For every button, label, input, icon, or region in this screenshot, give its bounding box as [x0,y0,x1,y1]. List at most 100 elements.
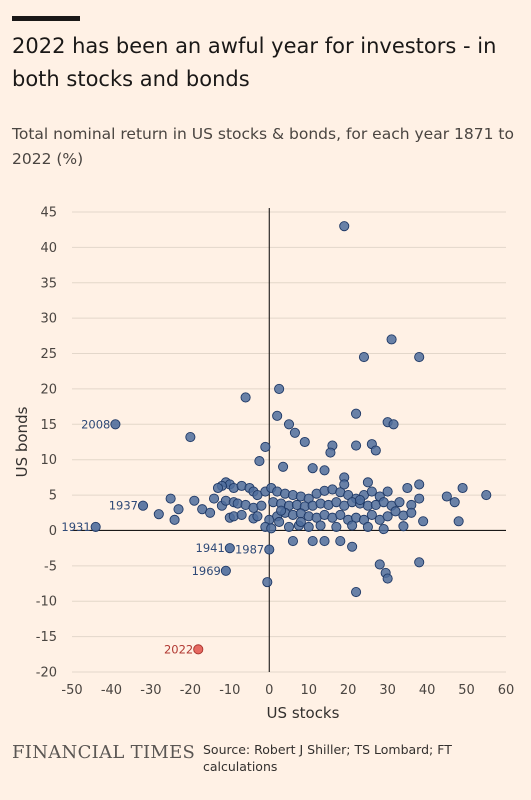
data-point [307,536,318,547]
data-point [319,465,330,476]
data-point [153,509,164,520]
x-tick-labels: -50 -40 -30 -20 -10 0 10 20 30 40 50 60 [61,683,514,698]
highlight-point [193,644,204,655]
grid-lines [72,211,506,673]
x-tick-label: 0 [265,683,273,698]
data-point [331,521,342,532]
x-tick-label: 30 [379,683,396,698]
data-point [382,511,393,522]
annotation-label: 1987 [235,543,264,557]
source-note: Source: Robert J Shiller; TS Lombard; FT… [203,742,452,774]
data-point [386,334,397,345]
y-tick-label: -15 [36,630,57,645]
y-tick-label: 45 [40,206,57,221]
x-axis-label: US stocks [267,704,340,722]
data-point [274,516,285,528]
y-tick-label: 30 [40,312,57,327]
data-point [358,352,370,363]
data-point [347,541,358,552]
data-point [283,521,295,532]
ft-top-bar [12,16,80,21]
zero-axes [72,208,506,672]
data-point [299,436,310,448]
data-point [339,479,350,490]
data-point [351,408,362,419]
y-tick-label: 40 [40,241,57,256]
x-tick-label: 10 [300,683,317,698]
data-point [189,495,200,506]
x-tick-label: -50 [61,683,82,698]
data-point [272,410,283,421]
data-point [278,461,289,472]
data-point [208,493,220,504]
x-tick-label: -30 [140,683,161,698]
data-point [418,516,429,527]
x-tick-label: -40 [101,683,122,698]
data-point [165,493,176,504]
data-point [236,509,247,520]
y-tick-label: 15 [40,418,57,433]
data-point [414,352,425,363]
data-point [240,392,251,403]
data-point [205,507,216,518]
x-tick-label: 20 [340,683,357,698]
data-point [378,523,389,535]
data-point [481,490,492,501]
year-annotations: 2008 1937 1931 1941 1987 1969 2022 [61,417,275,656]
data-point [289,427,300,438]
data-point [394,497,405,508]
data-point [414,493,425,504]
chart-subtitle: Total nominal return in US stocks & bond… [12,125,514,168]
data-point [283,419,295,430]
data-point [339,221,350,232]
data-point [185,431,196,443]
data-point [457,482,468,494]
annotated-point [264,544,275,555]
data-point [262,577,273,588]
annotation-label: 1937 [109,499,138,513]
data-point [303,521,314,532]
x-tick-label: 60 [498,683,515,698]
y-tick-label: 25 [40,347,57,362]
data-point [382,573,393,584]
data-point [398,521,409,532]
data-point [335,536,346,547]
y-tick-label: -5 [44,559,57,574]
y-tick-label: 35 [40,276,57,291]
data-point [276,505,287,516]
data-point [374,559,385,570]
data-point [441,491,452,502]
data-point [254,456,265,467]
data-point [335,509,346,520]
data-point [315,520,326,531]
data-point [295,516,306,528]
data-point [354,494,366,506]
annotation-label: 1969 [192,564,221,578]
annotation-label: 2022 [164,642,193,656]
data-point [362,521,373,532]
data-point [449,497,460,508]
x-tick-label: 50 [458,683,475,698]
annotated-point [224,543,235,554]
data-point [388,419,399,430]
data-point [307,463,318,474]
annotation-label: 2008 [81,417,110,431]
y-tick-label: 20 [40,382,57,397]
x-tick-label: 40 [419,683,436,698]
y-tick-label: 5 [49,489,57,504]
data-point [347,520,358,531]
y-tick-label: 0 [49,524,57,539]
chart-title: 2022 has been an awful year for investor… [12,34,497,91]
data-point [414,479,425,490]
y-axis-label: US bonds [13,406,31,477]
data-point [402,482,413,494]
financial-times-logo: FINANCIAL TIMES [12,742,196,763]
annotation-label: 1931 [61,520,90,534]
data-point [256,500,267,511]
data-point [287,536,298,547]
data-point [212,482,224,494]
data-point [266,523,277,534]
data-point [362,477,373,488]
annotated-point [90,521,101,532]
